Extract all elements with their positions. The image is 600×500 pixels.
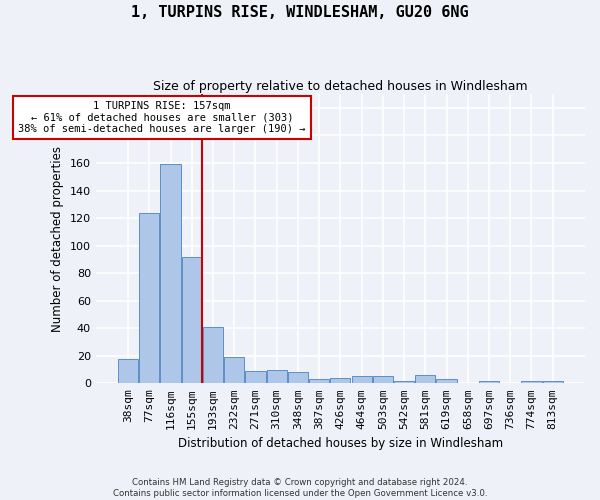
Title: Size of property relative to detached houses in Windlesham: Size of property relative to detached ho… xyxy=(153,80,527,93)
Bar xyxy=(182,256,202,384)
Bar xyxy=(436,379,457,384)
Bar xyxy=(160,164,181,384)
X-axis label: Distribution of detached houses by size in Windlesham: Distribution of detached houses by size … xyxy=(178,437,503,450)
Bar xyxy=(224,357,244,384)
Bar xyxy=(394,380,414,384)
Text: 1 TURPINS RISE: 157sqm
← 61% of detached houses are smaller (303)
38% of semi-de: 1 TURPINS RISE: 157sqm ← 61% of detached… xyxy=(18,101,306,134)
Bar xyxy=(118,358,138,384)
Bar xyxy=(139,212,160,384)
Bar xyxy=(352,376,371,384)
Bar xyxy=(309,379,329,384)
Y-axis label: Number of detached properties: Number of detached properties xyxy=(51,146,64,332)
Text: 1, TURPINS RISE, WINDLESHAM, GU20 6NG: 1, TURPINS RISE, WINDLESHAM, GU20 6NG xyxy=(131,5,469,20)
Bar xyxy=(288,372,308,384)
Bar xyxy=(415,375,436,384)
Bar xyxy=(373,376,393,384)
Bar xyxy=(245,371,266,384)
Bar xyxy=(203,327,223,384)
Bar xyxy=(542,380,563,384)
Bar xyxy=(330,378,350,384)
Bar xyxy=(266,370,287,384)
Bar xyxy=(521,380,542,384)
Bar xyxy=(479,380,499,384)
Text: Contains HM Land Registry data © Crown copyright and database right 2024.
Contai: Contains HM Land Registry data © Crown c… xyxy=(113,478,487,498)
